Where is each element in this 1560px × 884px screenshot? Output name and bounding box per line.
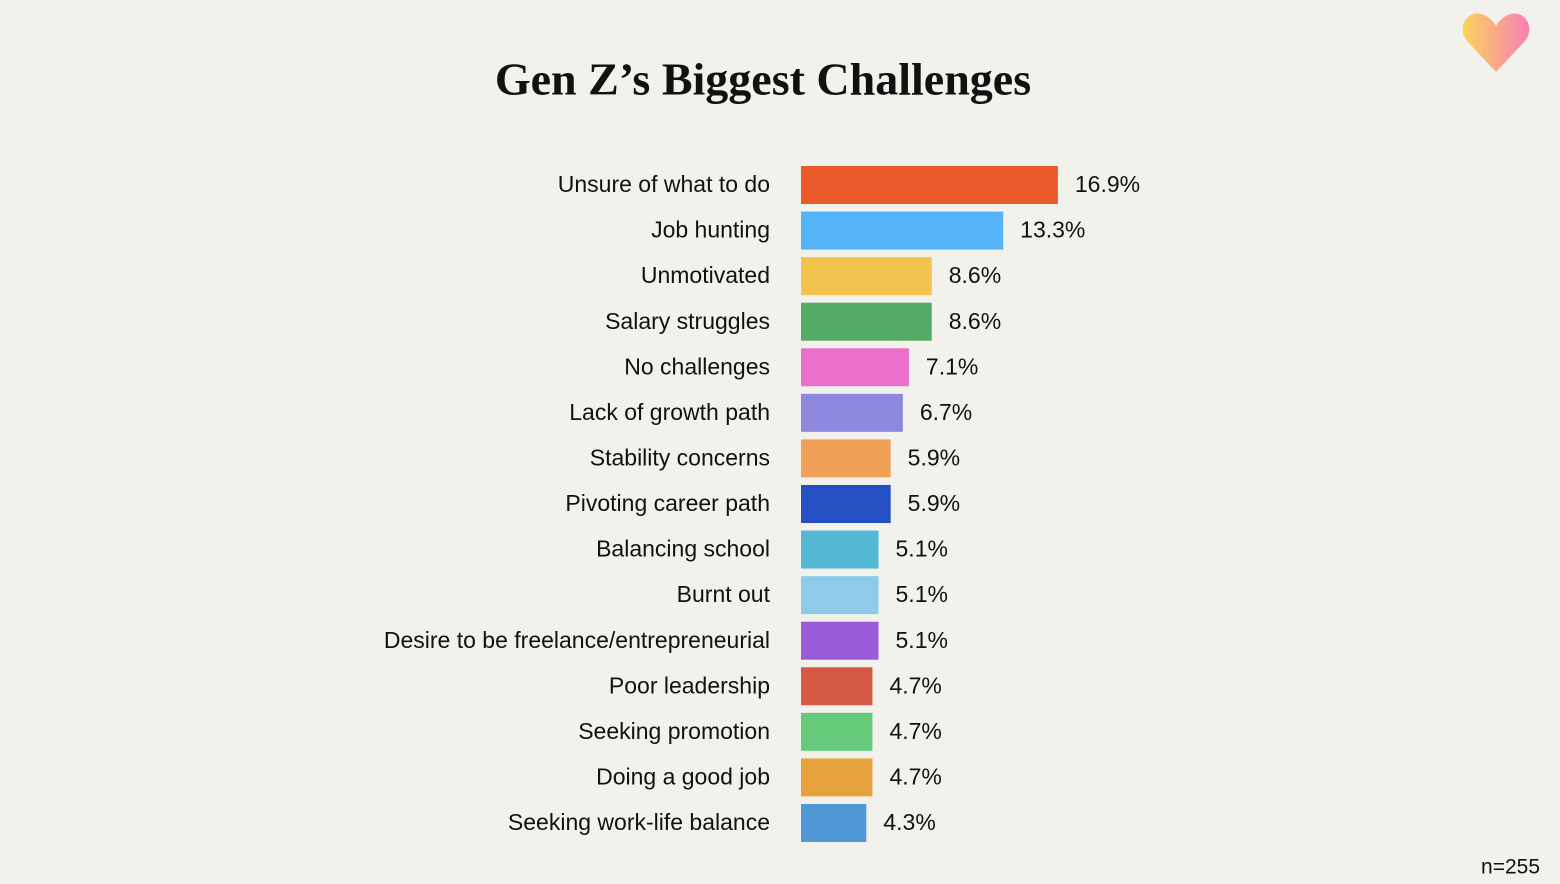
value-label: 4.7% xyxy=(889,672,941,698)
bar xyxy=(801,302,932,341)
bar xyxy=(801,257,932,296)
category-label: Seeking promotion xyxy=(578,718,770,744)
value-label: 16.9% xyxy=(1075,171,1140,197)
category-label: Seeking work-life balance xyxy=(508,809,770,835)
value-label: 6.7% xyxy=(920,399,972,425)
value-label: 8.6% xyxy=(949,308,1001,334)
sample-size: n=255 xyxy=(1481,856,1540,879)
value-label: 13.3% xyxy=(1020,217,1085,243)
bar xyxy=(801,667,873,706)
category-label: Unmotivated xyxy=(641,262,770,288)
value-label: 5.1% xyxy=(896,581,948,607)
logo xyxy=(1462,13,1530,73)
value-label: 4.3% xyxy=(883,809,935,835)
value-label: 5.9% xyxy=(908,444,960,470)
bar xyxy=(801,348,909,387)
bar xyxy=(801,393,903,432)
bar xyxy=(801,211,1004,250)
bar xyxy=(801,621,879,660)
category-label: No challenges xyxy=(624,353,770,379)
bar xyxy=(801,530,879,569)
bar xyxy=(801,576,879,615)
bar xyxy=(801,712,873,751)
category-label: Lack of growth path xyxy=(569,399,770,425)
value-label: 5.1% xyxy=(896,627,948,653)
bar xyxy=(801,758,873,797)
value-label: 4.7% xyxy=(889,763,941,789)
category-label: Poor leadership xyxy=(609,672,770,698)
category-label: Salary struggles xyxy=(605,308,770,334)
category-label: Desire to be freelance/entrepreneurial xyxy=(384,627,770,653)
value-label: 5.1% xyxy=(896,536,948,562)
chart-title: Gen Z’s Biggest Challenges xyxy=(495,54,1031,105)
bar xyxy=(801,484,891,523)
bar xyxy=(801,803,867,842)
category-label: Job hunting xyxy=(651,217,770,243)
category-label: Unsure of what to do xyxy=(558,171,770,197)
value-label: 7.1% xyxy=(926,353,978,379)
value-label: 5.9% xyxy=(908,490,960,516)
category-label: Doing a good job xyxy=(596,763,770,789)
category-label: Pivoting career path xyxy=(565,490,770,516)
category-label: Burnt out xyxy=(677,581,771,607)
category-label: Balancing school xyxy=(596,536,770,562)
category-label: Stability concerns xyxy=(590,444,770,470)
bar xyxy=(801,166,1058,204)
value-label: 8.6% xyxy=(949,262,1001,288)
bar xyxy=(801,439,891,478)
value-label: 4.7% xyxy=(889,718,941,744)
